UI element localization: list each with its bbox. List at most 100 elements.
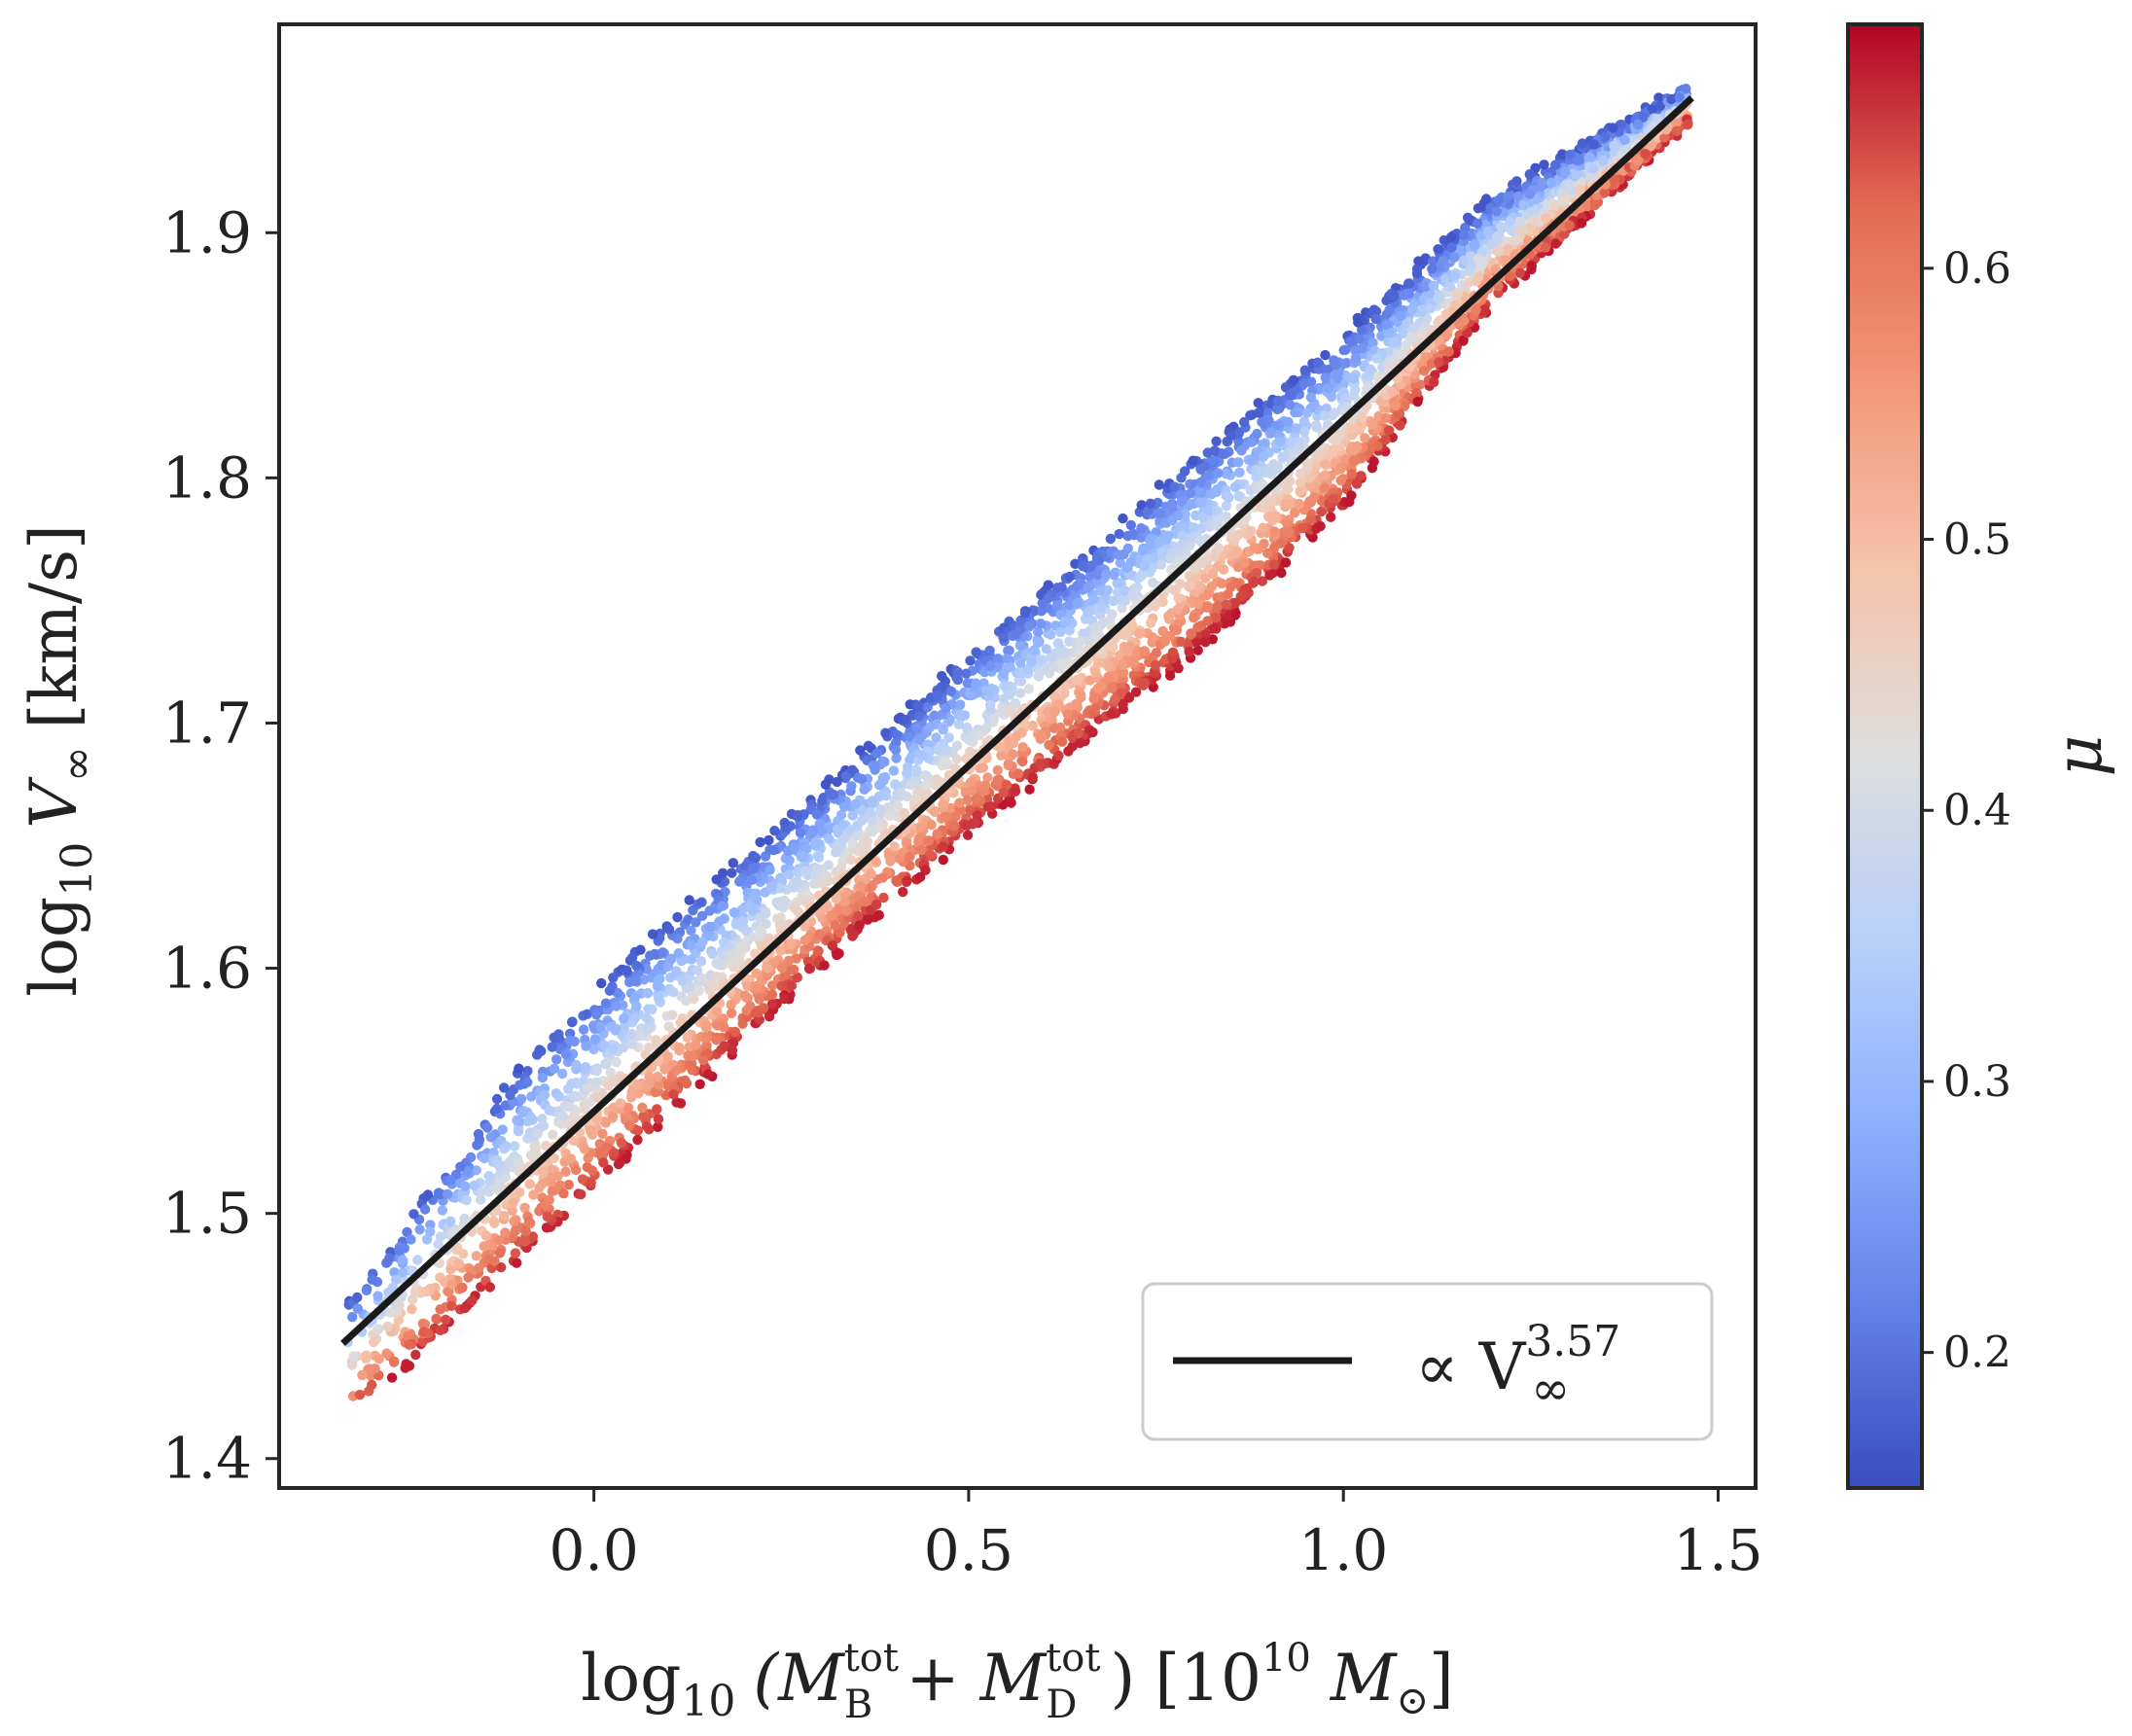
scatter-point: [1414, 331, 1425, 341]
scatter-point: [711, 972, 722, 982]
scatter-point: [549, 1063, 560, 1075]
scatter-point: [1105, 533, 1117, 545]
scatter-point: [520, 1225, 531, 1237]
scatter-point: [389, 1356, 400, 1367]
scatter-point: [463, 1272, 474, 1283]
scatter-point: [635, 944, 646, 955]
scatter-point: [783, 955, 795, 967]
scatter-point: [873, 909, 884, 921]
scatter-point: [597, 1128, 608, 1140]
scatter-point: [435, 1325, 445, 1336]
scatter-point: [992, 764, 1003, 776]
scatter-point: [514, 1116, 524, 1126]
scatter-point: [792, 972, 802, 983]
scatter-point: [1577, 138, 1588, 149]
scatter-point: [1350, 352, 1362, 364]
scatter-point: [718, 868, 728, 878]
scatter-point: [1103, 661, 1114, 672]
scatter-point: [397, 1267, 409, 1278]
scatter-point: [1399, 290, 1409, 301]
scatter-point: [769, 826, 780, 836]
scatter-point: [761, 918, 771, 930]
scatter-point: [902, 791, 912, 802]
scatter-point: [894, 853, 905, 864]
scatter-point: [1229, 481, 1241, 492]
scatter-point: [1151, 659, 1161, 670]
scatter-point: [1211, 612, 1222, 623]
scatter-point: [940, 756, 950, 766]
scatter-point: [373, 1354, 384, 1364]
scatter-point: [862, 835, 872, 847]
scatter-point: [692, 965, 703, 975]
scatter-point: [1373, 371, 1384, 382]
scatter-point: [1059, 647, 1071, 658]
scatter-point: [1419, 366, 1430, 376]
scatter-point: [728, 948, 738, 959]
scatter-point: [967, 786, 977, 797]
scatter-point: [871, 748, 882, 759]
scatter-point: [1408, 323, 1419, 334]
scatter-point: [1035, 759, 1046, 769]
scatter-point: [409, 1209, 419, 1220]
scatter-point: [962, 722, 973, 733]
scatter-point: [1270, 514, 1281, 524]
scatter-point: [1576, 218, 1587, 229]
scatter-point: [902, 767, 912, 779]
scatter-point: [737, 916, 749, 927]
scatter-point: [1384, 425, 1395, 436]
scatter-point: [848, 929, 859, 940]
scatter-point: [1381, 319, 1392, 330]
scatter-point: [528, 1189, 539, 1200]
scatter-point: [977, 762, 988, 773]
scatter-point: [855, 745, 866, 756]
scatter-point: [1010, 697, 1021, 709]
scatter-point: [1200, 629, 1211, 641]
scatter-point: [938, 854, 948, 866]
scatter-point: [916, 845, 927, 856]
scatter-point: [369, 1336, 379, 1348]
scatter-point: [475, 1194, 486, 1205]
scatter-point: [1493, 195, 1504, 206]
scatter-point: [1338, 344, 1349, 356]
scatter-point: [726, 999, 736, 1010]
scatter-point: [830, 920, 840, 931]
scatter-point: [1279, 451, 1290, 462]
scatter-point: [913, 700, 924, 711]
scatter-point: [467, 1295, 478, 1306]
scatter-point: [847, 837, 858, 849]
scatter-point: [493, 1159, 504, 1170]
scatter-point: [1087, 726, 1098, 738]
scatter-point: [696, 897, 707, 907]
scatter-point: [811, 864, 822, 874]
scatter-point: [921, 780, 932, 791]
scatter-point: [687, 1051, 697, 1062]
scatter-point: [626, 1028, 637, 1040]
scatter-point: [348, 1351, 359, 1362]
scatter-point: [1357, 411, 1368, 423]
scatter-point: [684, 981, 694, 992]
scatter-point: [923, 835, 935, 846]
scatter-point: [1598, 156, 1609, 166]
scatter-point: [595, 1021, 606, 1033]
scatter-point: [1320, 349, 1331, 361]
scatter-point: [728, 907, 740, 918]
scatter-point: [1234, 467, 1245, 478]
scatter-point: [1189, 522, 1200, 533]
scatter-point: [1105, 548, 1117, 558]
scatter-point: [1088, 693, 1099, 704]
scatter-point: [484, 1176, 495, 1187]
scatter-point: [1315, 520, 1326, 532]
scatter-point: [1458, 230, 1470, 241]
scatter-point: [1326, 512, 1336, 522]
scatter-point: [512, 1258, 522, 1268]
scatter-point: [890, 779, 901, 790]
scatter-point: [616, 1137, 627, 1149]
scatter-point: [567, 1016, 578, 1027]
scatter-point: [515, 1093, 527, 1105]
scatter-point: [1463, 277, 1475, 288]
scatter-point: [431, 1314, 443, 1325]
scatter-point: [1524, 169, 1535, 180]
scatter-point: [1169, 481, 1180, 492]
scatter-point: [1180, 466, 1190, 477]
scatter-point: [1024, 784, 1035, 795]
